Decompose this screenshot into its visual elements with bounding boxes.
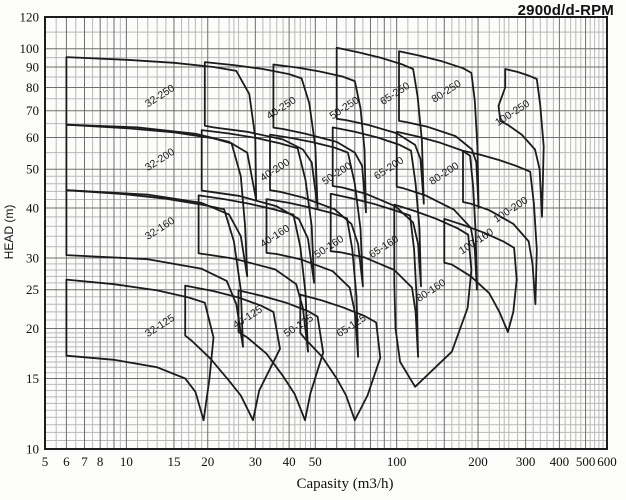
- y-tick-label: 30: [26, 251, 39, 266]
- x-axis-title: Capasity (m3/h): [296, 476, 394, 492]
- region-50-200: [269, 133, 364, 288]
- region-80-250: [398, 50, 480, 209]
- x-tick-label: 200: [468, 454, 488, 469]
- x-tick-label: 100: [387, 454, 407, 469]
- region-label-65-250: 65-250: [378, 80, 412, 108]
- region-50-125: [237, 289, 325, 422]
- region-40-200: [200, 129, 315, 284]
- region-label-80-160: 80-160: [414, 277, 448, 305]
- x-tick-label: 400: [550, 454, 570, 469]
- x-tick-label: 30: [249, 454, 262, 469]
- chart-title: 2900d/d-RPM: [517, 2, 614, 19]
- x-tick-label: 10: [120, 454, 133, 469]
- y-tick-label: 70: [26, 103, 39, 118]
- y-tick-label: 120: [20, 10, 40, 25]
- region-40-160: [197, 194, 309, 353]
- y-tick-label: 80: [26, 80, 39, 95]
- region-32-125: [65, 278, 215, 422]
- y-tick-label: 15: [26, 371, 39, 386]
- y-tick-label: 25: [26, 282, 39, 297]
- region-32-250: [65, 56, 257, 201]
- region-80-200: [395, 130, 478, 291]
- x-tick-label: 20: [201, 454, 214, 469]
- y-tick-label: 100: [20, 41, 40, 56]
- x-tick-label: 5: [42, 454, 49, 469]
- y-tick-label: 90: [26, 60, 39, 75]
- y-tick-label: 50: [26, 162, 39, 177]
- region-40-250: [203, 61, 319, 209]
- x-tick-label: 50: [309, 454, 322, 469]
- y-axis-title: HEAD (m): [2, 204, 16, 260]
- region-65-160: [329, 192, 419, 358]
- region-65-250: [335, 46, 425, 205]
- region-40-125: [184, 284, 281, 422]
- region-32-160: [65, 189, 244, 348]
- y-tick-label: 60: [26, 130, 39, 145]
- region-80-160: [393, 203, 473, 388]
- region-100-200: [462, 149, 538, 306]
- region-65-200: [331, 126, 422, 288]
- region-label-40-125: 40-125: [231, 303, 265, 331]
- region-label-65-125: 65-125: [334, 312, 368, 340]
- x-tick-label: 6: [63, 454, 70, 469]
- x-tick-label: 40: [283, 454, 296, 469]
- x-tick-label: 500: [576, 454, 596, 469]
- region-32-200: [65, 123, 249, 278]
- region-50-160: [265, 198, 359, 358]
- y-tick-label: 10: [26, 442, 39, 457]
- region-100-160: [443, 217, 518, 333]
- region-65-125: [299, 293, 382, 422]
- x-tick-label: 7: [81, 454, 88, 469]
- region-label-100-200: 100-200: [491, 194, 530, 225]
- plot-frame: [44, 16, 608, 450]
- region-100-250: [497, 68, 545, 218]
- region-50-250: [272, 63, 367, 214]
- x-tick-label: 600: [597, 454, 617, 469]
- y-tick-label: 40: [26, 200, 39, 215]
- y-tick-label: 20: [26, 321, 39, 336]
- x-tick-label: 8: [97, 454, 104, 469]
- x-tick-label: 15: [167, 454, 180, 469]
- x-tick-label: 300: [516, 454, 536, 469]
